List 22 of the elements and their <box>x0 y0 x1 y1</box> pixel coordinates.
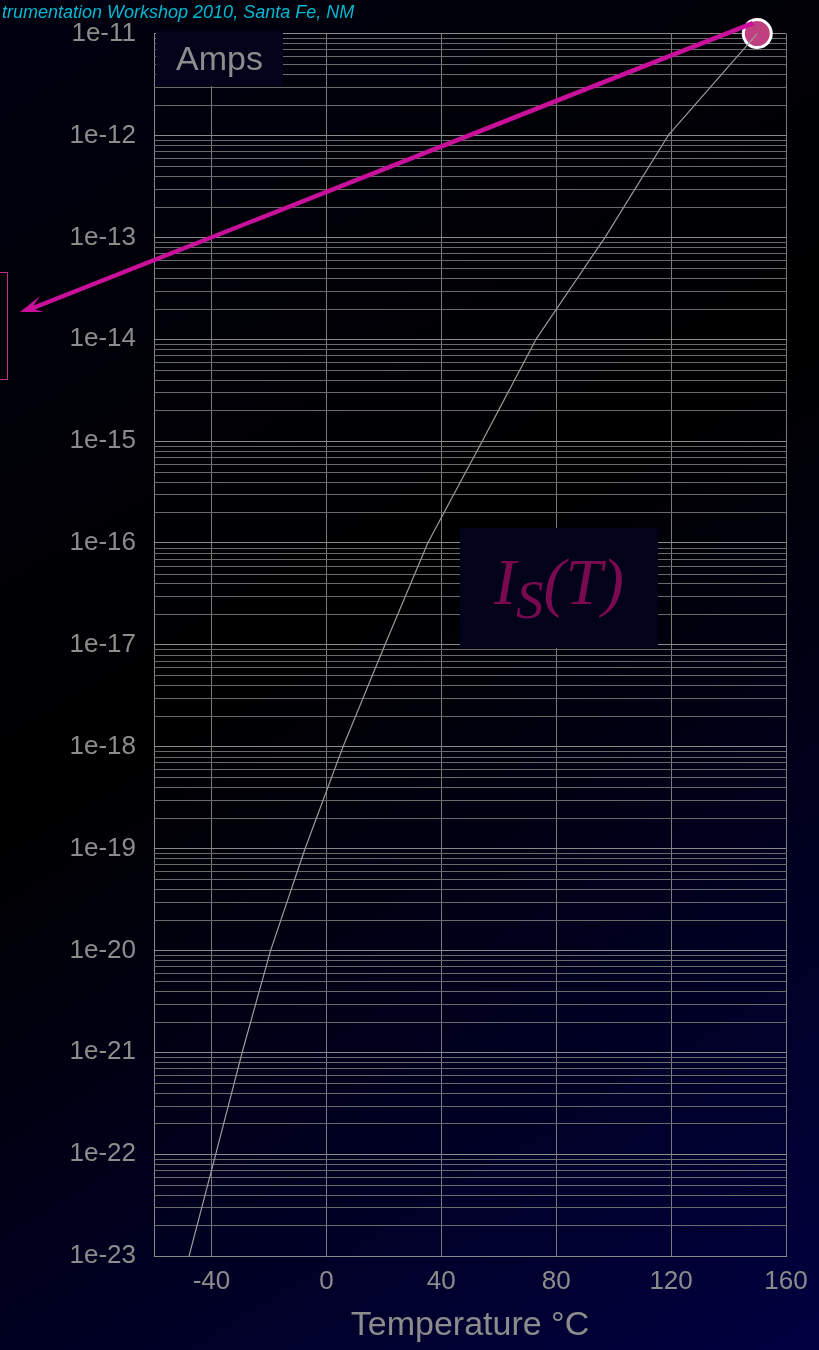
y-tick-label: 1e-23 <box>69 1239 136 1270</box>
x-tick-label: 160 <box>764 1264 808 1295</box>
annotation: I$_{S}$(T) <box>493 544 625 632</box>
x-tick-label: -40 <box>192 1264 231 1295</box>
text: trumentation Workshop 2010, Santa Fe, NM <box>2 2 355 23</box>
y-tick-label: 1e-17 <box>69 627 136 658</box>
y-tick-label: 1e-16 <box>69 526 136 557</box>
y-axis-title: Amps <box>156 31 283 86</box>
x-tick-label: 0 <box>319 1264 334 1295</box>
y-tick-label: 1e-20 <box>69 933 136 964</box>
y-tick-label: 1e-18 <box>69 729 136 760</box>
x-tick-label: 40 <box>426 1264 456 1295</box>
y-tick-label: 1e-21 <box>69 1035 136 1066</box>
y-tick-label: 1e-15 <box>69 424 136 455</box>
y-tick-label: 1e-13 <box>69 220 136 251</box>
x-tick-label: 120 <box>649 1264 693 1295</box>
y-tick-label: 1e-14 <box>69 322 136 353</box>
y-tick-label: 1e-22 <box>69 1137 136 1168</box>
x-axis-title: Temperature °C <box>350 1303 590 1342</box>
y-tick-label: 1e-12 <box>69 118 136 149</box>
x-tick-label: 80 <box>541 1264 571 1295</box>
y-tick-label: 1e-19 <box>69 831 136 862</box>
